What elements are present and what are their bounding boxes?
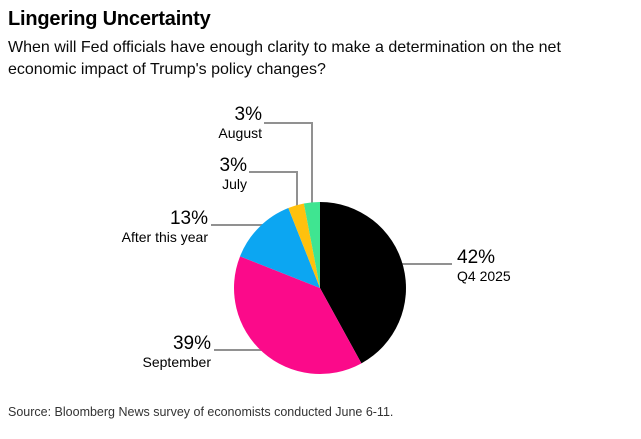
label-q4-2025-pct: 42% bbox=[457, 247, 496, 268]
label-after-this-year-pct: 13% bbox=[169, 208, 208, 229]
label-after-this-year: 13% After this year bbox=[121, 208, 208, 246]
label-september-pct: 39% bbox=[172, 333, 211, 354]
leader-lines bbox=[211, 122, 452, 351]
leader-line-august bbox=[264, 122, 313, 208]
label-after-this-year-name: After this year bbox=[121, 229, 208, 245]
chart-subtitle-line2: economic impact of Trump's policy change… bbox=[8, 61, 326, 78]
label-july: 3% July bbox=[219, 155, 247, 193]
pie-slice-after-this-year bbox=[240, 208, 320, 288]
pie-slice-august bbox=[303, 202, 320, 288]
pie-slice-july bbox=[288, 203, 320, 288]
leader-line-july bbox=[249, 171, 298, 208]
chart-subtitle: When will Fed officials have enough clar… bbox=[8, 37, 561, 81]
label-september-name: September bbox=[142, 354, 211, 370]
label-august-pct: 3% bbox=[234, 104, 262, 125]
pie-slice-september bbox=[234, 256, 362, 374]
source-note: Source: Bloomberg News survey of economi… bbox=[8, 405, 394, 419]
pie-slices bbox=[234, 202, 406, 374]
label-q4-2025: 42% Q4 2025 bbox=[457, 247, 511, 285]
chart-subtitle-line1: When will Fed officials have enough clar… bbox=[8, 39, 561, 56]
label-july-pct: 3% bbox=[219, 155, 247, 176]
label-august: 3% August bbox=[218, 104, 262, 142]
pie-slice-q4-2025 bbox=[320, 202, 406, 364]
label-q4-2025-name: Q4 2025 bbox=[457, 268, 511, 284]
label-august-name: August bbox=[218, 125, 262, 141]
label-september: 39% September bbox=[142, 333, 211, 371]
label-july-name: July bbox=[222, 176, 247, 192]
chart-title: Lingering Uncertainty bbox=[8, 8, 211, 30]
